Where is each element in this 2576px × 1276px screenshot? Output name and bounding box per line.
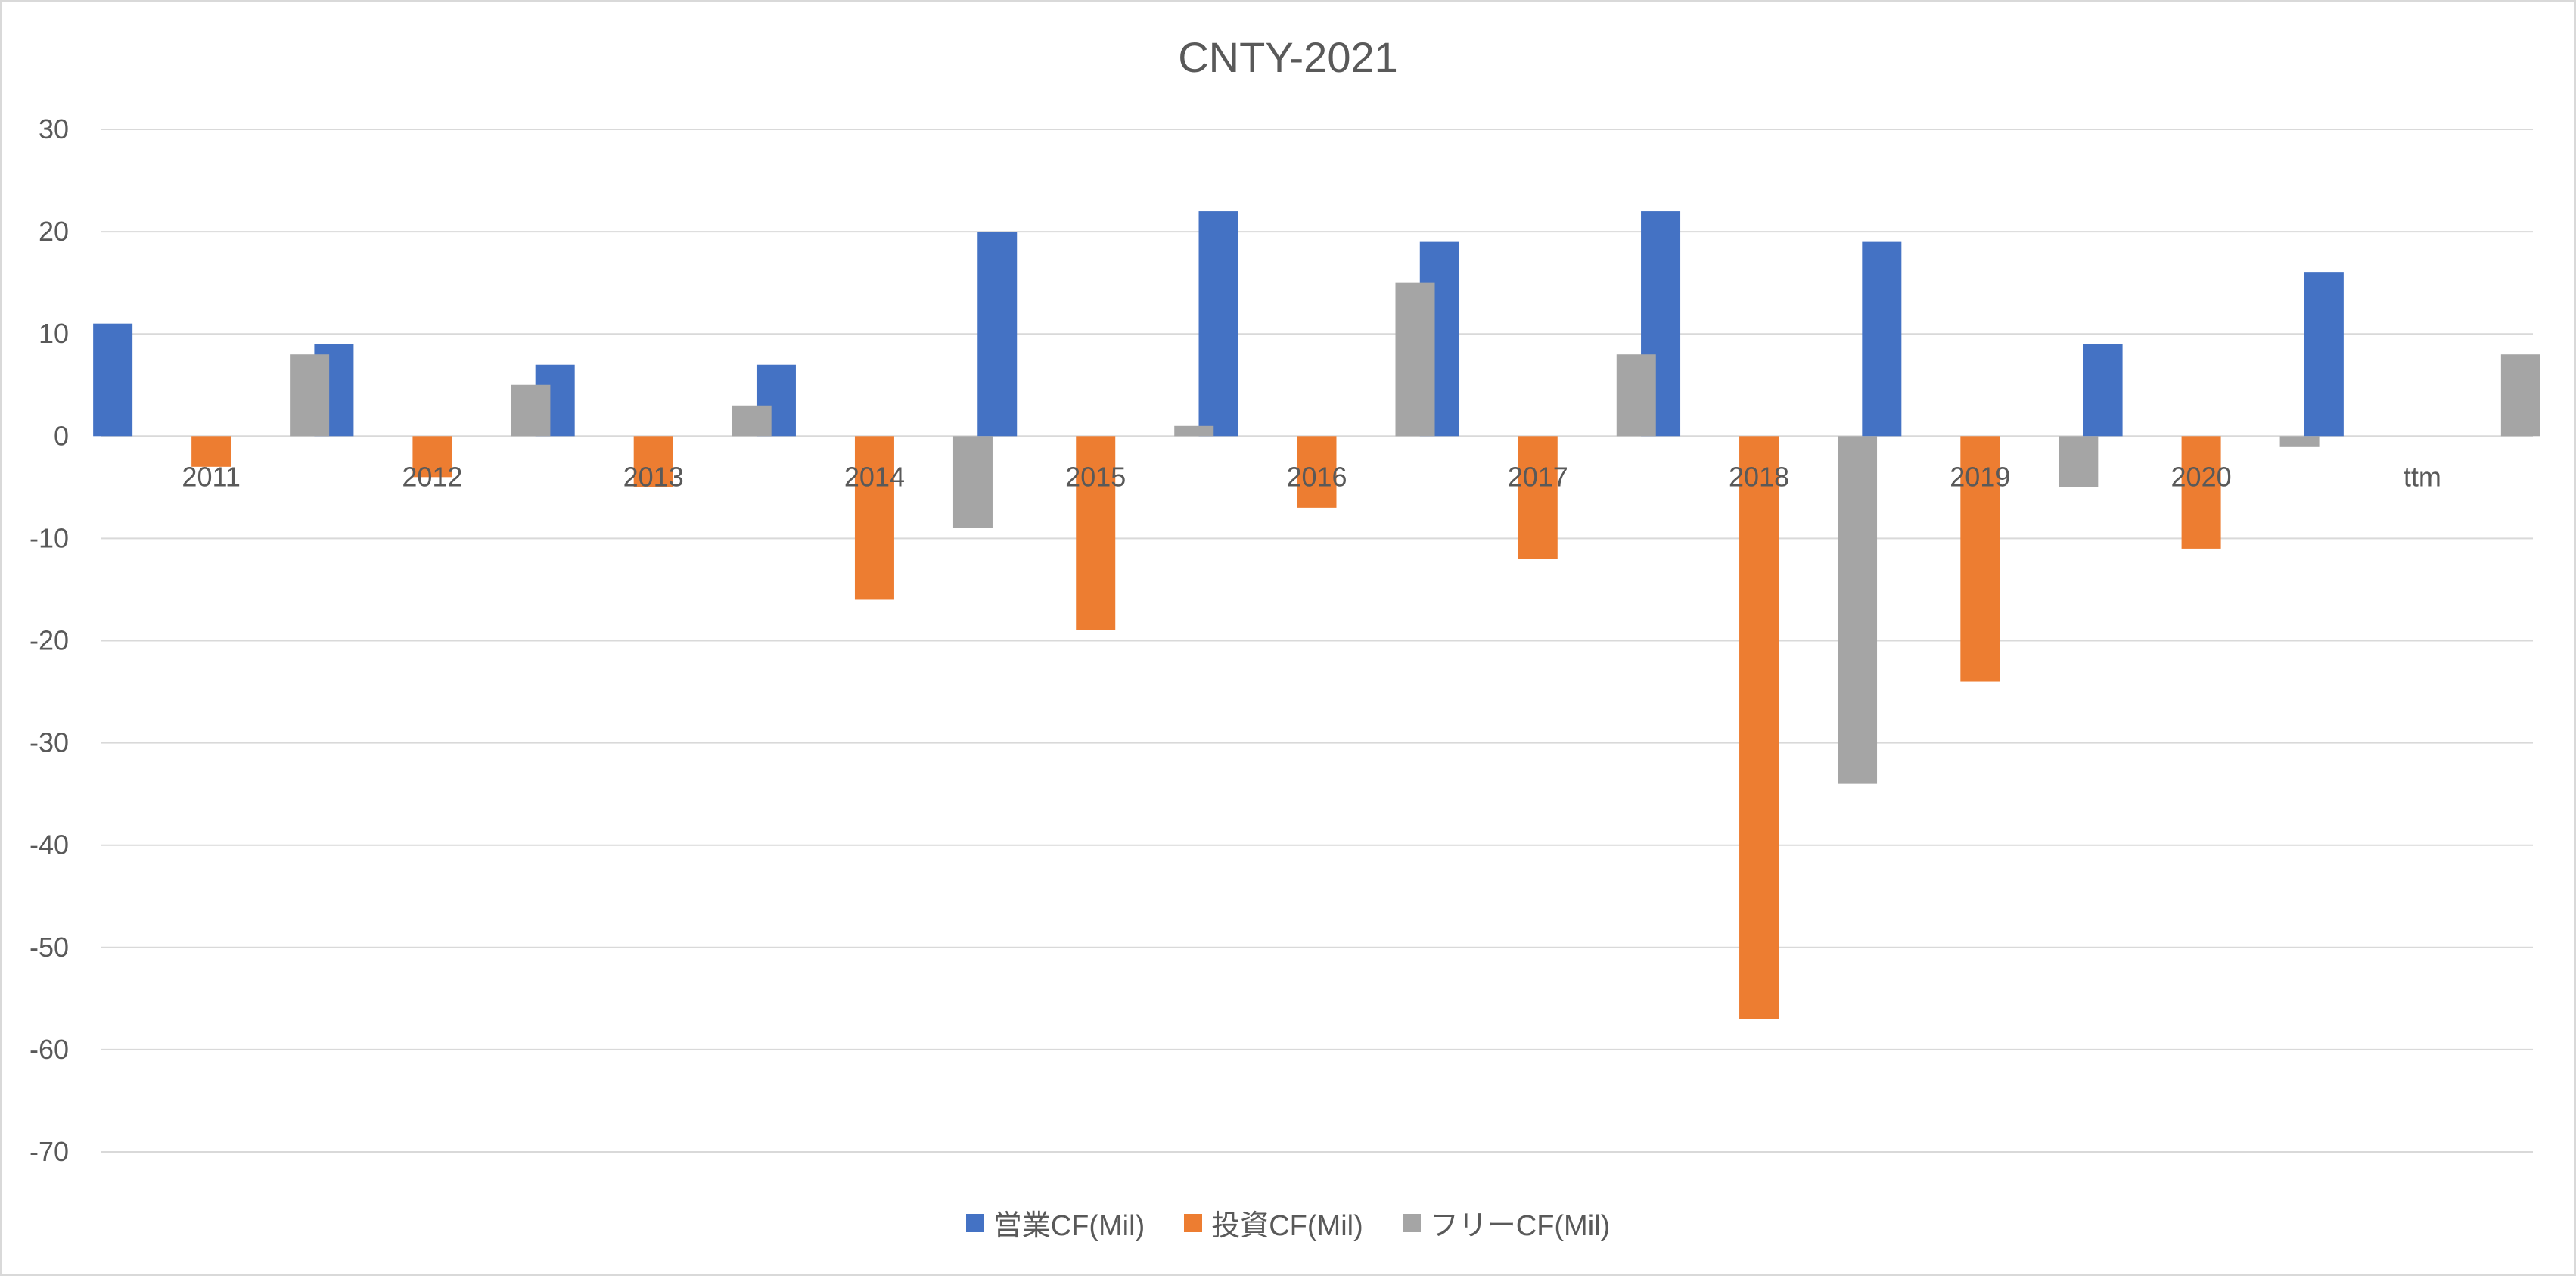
x-tick-label: 2018 [1729, 461, 1789, 492]
x-tick-label: ttm [2404, 461, 2441, 492]
bar [1739, 436, 1779, 1019]
legend-label: フリーCF(Mil) [1429, 1210, 1611, 1242]
bar [1862, 241, 1902, 437]
bar [854, 436, 894, 600]
legend-swatch [965, 1213, 984, 1232]
bar [2059, 436, 2099, 487]
chart-legend: 営業CF(Mil) 投資CF(Mil) フリーCF(Mil) [2, 1202, 2574, 1243]
bar [1395, 282, 1435, 437]
legend-label: 営業CF(Mil) [993, 1210, 1145, 1242]
legend-swatch [1402, 1213, 1421, 1232]
bar [93, 323, 133, 437]
bar [633, 436, 673, 487]
y-tick-label: -10 [30, 522, 69, 553]
x-tick-label: 2015 [1065, 461, 1126, 492]
legend-item: フリーCF(Mil) [1402, 1202, 1611, 1243]
y-tick-label: 10 [39, 318, 69, 349]
y-tick-label: 0 [54, 420, 69, 451]
bar [1297, 436, 1337, 508]
bar [1198, 211, 1238, 437]
x-tick-label: 2011 [182, 461, 240, 492]
y-tick-label: -60 [30, 1034, 69, 1065]
legend-swatch [1184, 1213, 1203, 1232]
y-tick-label: -20 [30, 625, 69, 656]
bar [2304, 272, 2344, 437]
x-tick-label: 2014 [844, 461, 905, 492]
bar [732, 405, 772, 437]
bar [1616, 354, 1656, 437]
bar [1960, 436, 2000, 682]
bar [191, 436, 231, 467]
bar [1076, 436, 1116, 630]
bar [2181, 436, 2221, 549]
bar [511, 384, 551, 437]
bar [2083, 344, 2123, 437]
bar [2500, 354, 2540, 437]
bar [290, 354, 330, 437]
x-tick-label: 2019 [1950, 461, 2010, 492]
x-tick-label: 2013 [623, 461, 684, 492]
chart-title: CNTY-2021 [1178, 33, 1398, 81]
bar [977, 232, 1018, 437]
x-tick-label: 2020 [2171, 461, 2232, 492]
legend-label: 投資CF(Mil) [1211, 1210, 1363, 1242]
x-tick-label: 2012 [402, 461, 462, 492]
legend-item: 投資CF(Mil) [1184, 1202, 1363, 1243]
y-tick-label: -40 [30, 829, 69, 861]
y-tick-label: 20 [39, 216, 69, 247]
x-tick-label: 2017 [1508, 461, 1568, 492]
bar [2279, 436, 2320, 447]
bar [1174, 425, 1214, 437]
bar [952, 436, 993, 528]
x-tick-label: 2016 [1286, 461, 1347, 492]
y-tick-label: -50 [30, 932, 69, 963]
y-tick-label: -30 [30, 727, 69, 758]
bar [1838, 436, 1878, 784]
legend-item: 営業CF(Mil) [965, 1202, 1145, 1243]
bar [1518, 436, 1558, 559]
y-tick-label: 30 [39, 114, 69, 145]
y-tick-label: -70 [30, 1136, 69, 1167]
bar [412, 436, 452, 478]
